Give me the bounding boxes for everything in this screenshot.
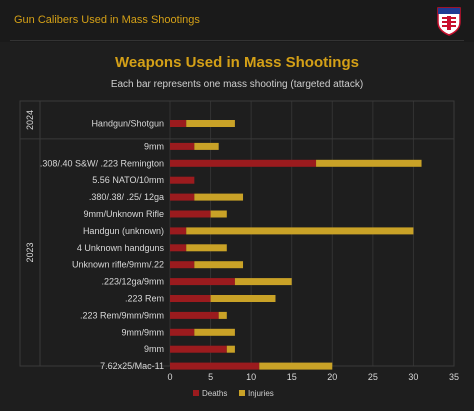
- group-label-2024: 2024: [25, 110, 35, 130]
- category-label-6: Handgun (unknown): [83, 226, 164, 236]
- bar-deaths-3: [170, 176, 195, 184]
- bar-injuries-0: [186, 120, 235, 127]
- x-tick-label-1: 5: [208, 372, 213, 382]
- bar-injuries-5: [210, 210, 227, 218]
- bar-deaths-7: [170, 244, 187, 252]
- bar-injuries-14: [259, 362, 333, 370]
- bar-injuries-6: [186, 227, 414, 235]
- category-label-2: .308/.40 S&W/ .223 Remington: [40, 158, 164, 168]
- category-label-12: 9mm/9mm: [122, 327, 165, 337]
- x-tick-label-0: 0: [167, 372, 172, 382]
- category-label-10: .223 Rem: [125, 294, 164, 304]
- bar-injuries-1: [194, 142, 219, 150]
- x-tick-label-5: 25: [368, 372, 378, 382]
- category-label-8: Unknown rifle/9mm/.22: [72, 260, 164, 270]
- category-label-7: 4 Unknown handguns: [77, 243, 165, 253]
- bar-deaths-14: [170, 362, 260, 370]
- bar-deaths-6: [170, 227, 187, 235]
- bar-injuries-9: [234, 278, 292, 286]
- chart-title: Weapons Used in Mass Shootings: [115, 54, 359, 71]
- bar-injuries-4: [194, 193, 244, 201]
- x-tick-label-6: 30: [408, 372, 418, 382]
- category-label-9: .223/12ga/9mm: [101, 277, 164, 287]
- bar-deaths-12: [170, 328, 195, 336]
- bar-deaths-1: [170, 142, 195, 150]
- bar-deaths-11: [170, 311, 219, 319]
- category-label-0: Handgun/Shotgun: [91, 119, 164, 129]
- bar-deaths-9: [170, 278, 235, 286]
- category-label-14: 7.62x25/Mac-11: [100, 361, 164, 371]
- category-label-11: .223 Rem/9mm/9mm: [80, 310, 164, 320]
- bar-deaths-10: [170, 295, 211, 302]
- bar-injuries-8: [194, 261, 244, 269]
- bar-injuries-10: [210, 295, 276, 302]
- bar-deaths-5: [170, 210, 211, 218]
- bar-injuries-13: [226, 345, 235, 353]
- legend-swatch-1: [239, 390, 245, 396]
- legend-label-0: Deaths: [202, 389, 227, 398]
- x-tick-label-7: 35: [449, 372, 459, 382]
- bar-injuries-2: [316, 159, 422, 167]
- bar-deaths-8: [170, 261, 195, 269]
- x-tick-label-3: 15: [287, 372, 297, 382]
- bar-injuries-11: [218, 311, 227, 319]
- category-label-1: 9mm: [144, 141, 164, 151]
- chart-subtitle: Each bar represents one mass shooting (t…: [110, 79, 364, 90]
- bar-injuries-12: [194, 328, 235, 336]
- category-label-3: 5.56 NATO/10mm: [92, 175, 164, 185]
- bar-deaths-0: [170, 120, 187, 127]
- shield-logo-icon: [437, 7, 461, 36]
- category-label-4: .380/.38/ .25/ 12ga: [89, 192, 164, 202]
- header-divider: [10, 40, 464, 41]
- header-title: Gun Calibers Used in Mass Shootings: [14, 14, 200, 26]
- bar-deaths-4: [170, 193, 195, 201]
- x-tick-label-4: 20: [327, 372, 337, 382]
- bar-deaths-2: [170, 159, 317, 167]
- bar-deaths-13: [170, 345, 227, 353]
- legend-swatch-0: [193, 390, 199, 396]
- category-label-5: 9mm/Unknown Rifle: [83, 209, 164, 219]
- category-label-13: 9mm: [144, 344, 164, 354]
- x-tick-label-2: 10: [246, 372, 256, 382]
- header-bar: Gun Calibers Used in Mass Shootings: [0, 0, 474, 42]
- legend-label-1: Injuries: [248, 389, 274, 398]
- group-label-2023: 2023: [25, 242, 35, 262]
- bar-injuries-7: [186, 244, 227, 252]
